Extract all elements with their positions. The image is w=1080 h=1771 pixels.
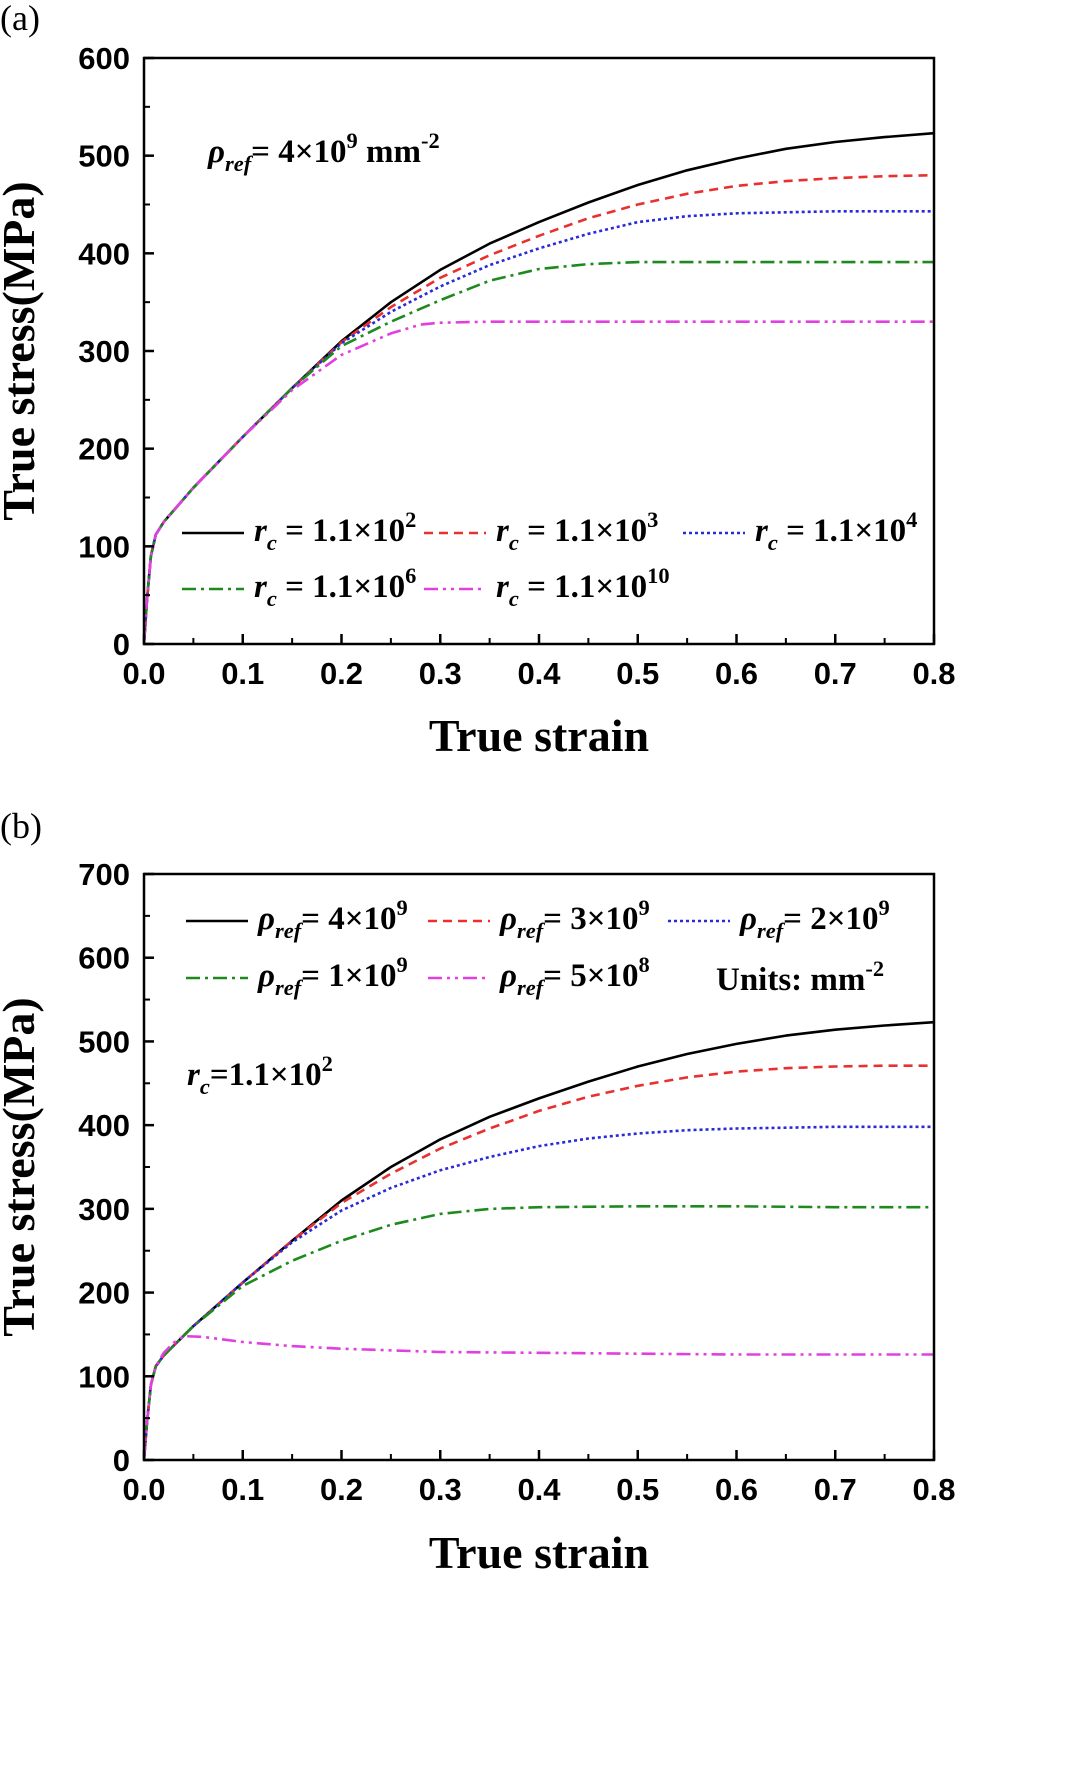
x-tick-label: 0.3 — [419, 1472, 462, 1507]
y-tick-label: 400 — [78, 236, 130, 271]
legend: rc = 1.1×102 rc = 1.1×103 rc = 1.1×104 rc =… — [182, 507, 917, 611]
legend-label-3: rc = 1.1×104 — [755, 507, 917, 555]
plot-area — [144, 131, 934, 644]
annotation: ρref= 4×109 mm-2 — [207, 128, 440, 176]
x-tick-label: 0.4 — [517, 1472, 561, 1507]
x-tick-label: 0.6 — [715, 1472, 758, 1507]
x-tick-label: 0.1 — [221, 656, 264, 691]
x-axis-label: True strain — [429, 710, 649, 761]
y-tick-label: 500 — [78, 1024, 130, 1059]
y-tick-label: 600 — [78, 41, 130, 76]
y-axis-label: True stress(MPa) — [0, 997, 44, 1336]
y-tick-label: 600 — [78, 941, 130, 976]
series-line-1 — [144, 131, 934, 644]
legend-label-1: ρref= 4×109 — [257, 895, 408, 943]
x-tick-label: 0.7 — [814, 656, 857, 691]
legend-label-3: ρref= 2×109 — [739, 895, 890, 943]
annotation: rc=1.1×102 — [187, 1051, 333, 1099]
y-tick-label: 300 — [78, 334, 130, 369]
x-tick-label: 0.2 — [320, 1472, 363, 1507]
y-tick-label: 100 — [78, 1359, 130, 1394]
series-line-3 — [144, 1125, 934, 1460]
legend-label-4: rc = 1.1×106 — [254, 563, 416, 611]
y-axis-label: True stress(MPa) — [0, 181, 44, 520]
panel-label: (b) — [0, 806, 42, 846]
x-tick-label: 0.3 — [419, 656, 462, 691]
panel-label: (a) — [0, 0, 40, 38]
x-tick-label: 0.4 — [517, 656, 561, 691]
x-tick-label: 0.7 — [814, 1472, 857, 1507]
series-line-4 — [144, 1205, 934, 1460]
y-tick-label: 700 — [78, 857, 130, 892]
series-line-5 — [144, 320, 934, 644]
x-tick-label: 0.6 — [715, 656, 758, 691]
y-tick-label: 200 — [78, 1276, 130, 1311]
legend-label-2: ρref= 3×109 — [499, 895, 650, 943]
x-tick-label: 0.8 — [912, 656, 955, 691]
x-tick-label: 0.2 — [320, 656, 363, 691]
plot-area — [144, 1020, 934, 1460]
x-tick-label: 0.5 — [616, 1472, 659, 1507]
y-tick-label: 0 — [113, 1443, 130, 1478]
legend-label-5: rc = 1.1×1010 — [496, 563, 670, 611]
panel-b: (b) 0.0 0.1 0.2 0.3 0.4 0.5 0.6 0.7 0.8 0 100 200 300… — [0, 806, 956, 1578]
y-tick-label: 200 — [78, 432, 130, 467]
y-tick-label: 300 — [78, 1192, 130, 1227]
legend-label-5: ρref= 5×108 — [499, 952, 650, 1000]
x-tick-label: 0.8 — [912, 1472, 955, 1507]
series-line-5 — [144, 1334, 934, 1460]
legend-label-2: rc = 1.1×103 — [496, 507, 658, 555]
y-tick-label: 400 — [78, 1108, 130, 1143]
y-tick-label: 100 — [78, 529, 130, 564]
x-axis-label: True strain — [429, 1527, 649, 1578]
x-tick-label: 0.1 — [221, 1472, 264, 1507]
legend-label-4: ρref= 1×109 — [257, 952, 408, 1000]
legend: ρref= 4×109 ρref= 3×109 ρref= 2×109 ρref= 1… — [186, 895, 890, 1000]
series-line-2 — [144, 1064, 934, 1460]
x-tick-label: 0.0 — [122, 1472, 165, 1507]
x-tick-label: 0.5 — [616, 656, 659, 691]
series-line-2 — [144, 173, 934, 644]
y-tick-label: 0 — [113, 627, 130, 662]
x-tick-label: 0.0 — [122, 656, 165, 691]
y-tick-label: 500 — [78, 139, 130, 174]
units-note: Units: mm-2 — [716, 956, 884, 998]
legend-label-1: rc = 1.1×102 — [254, 507, 416, 555]
panel-a: (a) 0.0 0.1 0.2 0.3 0.4 0.5 0.6 0.7 0.8 0 100 200 300… — [0, 0, 956, 761]
